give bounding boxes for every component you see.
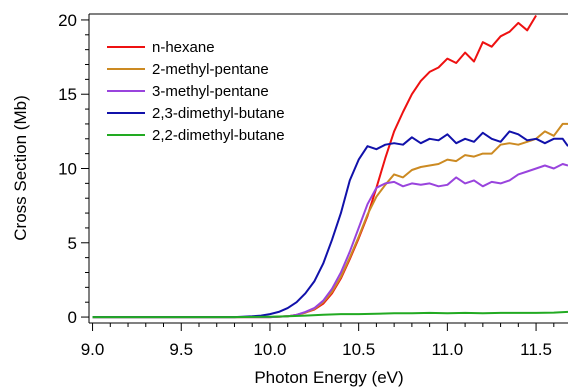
y-tick-label: 10 bbox=[58, 160, 77, 179]
y-tick-label: 0 bbox=[68, 308, 77, 327]
x-tick-label: 9.5 bbox=[169, 340, 193, 359]
legend-label-2-3-dimethyl-butane: 2,3-dimethyl-butane bbox=[152, 105, 285, 122]
series-layer bbox=[92, 14, 568, 319]
series-line-3-methyl-pentane bbox=[92, 163, 568, 319]
x-axis-label: Photon Energy (eV) bbox=[254, 368, 403, 387]
legend-label-2-2-dimethyl-butane: 2,2-dimethyl-butane bbox=[152, 127, 285, 144]
series-line-2-2-dimethyl-butane bbox=[92, 310, 568, 319]
y-tick-label: 15 bbox=[58, 85, 77, 104]
x-tick-label: 9.0 bbox=[81, 340, 105, 359]
x-tick-label: 10.0 bbox=[253, 340, 286, 359]
y-axis-label: Cross Section (Mb) bbox=[11, 95, 30, 240]
legend-label-n-hexane: n-hexane bbox=[152, 39, 215, 56]
axes: 9.0 9.5 10.0 10.5 11.0 11.5 0 5 10 15 20 bbox=[58, 11, 568, 359]
x-tick-label: 11.5 bbox=[520, 340, 552, 359]
y-tick-label: 20 bbox=[58, 11, 77, 30]
x-tick-label: 11.0 bbox=[431, 340, 463, 359]
legend-label-2-methyl-pentane: 2-methyl-pentane bbox=[152, 61, 269, 78]
series-line-2-3-dimethyl-butane bbox=[92, 130, 568, 319]
series-line-2-methyl-pentane bbox=[92, 122, 568, 319]
legend-label-3-methyl-pentane: 3-methyl-pentane bbox=[152, 83, 269, 100]
x-tick-label: 10.5 bbox=[342, 340, 375, 359]
legend: n-hexane 2-methyl-pentane 3-methyl-pentane… bbox=[107, 39, 285, 144]
y-tick-label: 5 bbox=[68, 234, 77, 253]
